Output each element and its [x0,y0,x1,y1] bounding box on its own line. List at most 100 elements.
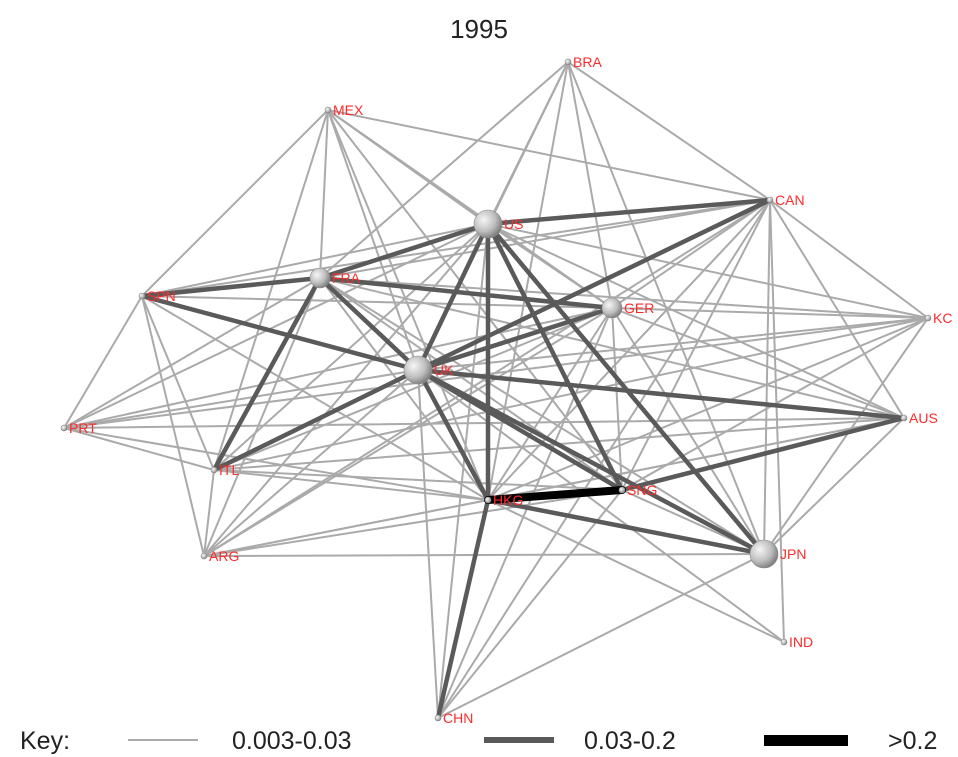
edge-fra-spn [139,275,323,299]
node-marker [618,486,626,494]
node-marker [210,466,218,474]
chart-title: 1995 [450,14,508,44]
edge-spn-uk [139,293,421,373]
node-marker [403,355,433,385]
edge-hkg-sng [484,486,626,504]
edge-hkg-ind [487,499,785,643]
node-marker [780,638,788,646]
node-label: SPN [147,288,176,304]
node-spn: SPN [138,288,176,304]
key-line-thick [764,735,848,746]
node-label: IND [789,634,813,650]
edge-itl-hkg [213,469,489,501]
edge-us-prt [63,223,489,429]
edge-mex-can [327,109,771,201]
edge-bra-can [567,61,771,201]
edge-aus-sng [619,415,907,493]
edge-kc-prt [63,317,929,429]
node-label: PRT [69,420,97,436]
edge-us-fra [317,221,491,281]
edge-mex-itl [213,109,329,471]
edge-hkg-jpn [485,497,767,557]
edge-us-kc [487,223,929,319]
node-label: BRA [573,54,602,70]
node-label: FRA [332,270,361,286]
node-us: US [473,209,523,239]
edge-mex-sng [327,109,623,491]
edge-spn-itl [141,295,215,471]
node-marker [60,424,68,432]
edge-chn-us [437,223,489,719]
edge-can-spn [141,199,771,297]
node-marker [484,496,492,504]
edge-kc-itl [213,317,929,471]
node-marker [324,106,332,114]
edge-sng-chn [437,489,623,719]
edge-ger-jpn [611,307,765,555]
key-label-thin: 0.003-0.03 [232,727,352,755]
edge-mex-fra [319,109,329,279]
key-line-thin [128,739,198,741]
edge-uk-hkg [415,367,491,503]
edge-can-jpn [763,199,771,555]
node-marker [138,292,146,300]
edge-ger-sng [611,307,623,491]
edge-itl-sng [213,469,623,491]
edge-can-us [485,197,773,227]
node-ger: GER [601,297,654,319]
edge-spn-hkg [141,295,489,501]
edge-us-aus [487,223,905,419]
edges-layer [63,61,929,721]
key-label-thick: >0.2 [888,727,938,755]
edge-hkg-arg [203,499,489,557]
edge-ger-aus [611,307,905,419]
node-marker [601,297,623,319]
node-uk: UK [403,355,454,385]
edge-us-ger [487,223,613,309]
node-label: AUS [909,410,938,426]
node-kc: KC [924,310,952,326]
node-label: KC [933,310,952,326]
node-label: US [504,216,523,232]
node-label: GER [624,300,654,316]
node-hkg: HKG [484,492,523,508]
edge-jpn-arg [203,553,765,557]
node-arg: ARG [200,548,239,564]
node-marker [900,414,908,422]
node-ind: IND [780,634,813,650]
node-itl: ITL [210,462,239,478]
node-label: UK [434,362,454,378]
edge-us-sng [485,221,625,493]
node-label: ARG [209,548,239,564]
node-can: CAN [766,192,805,208]
edge-spn-ger [141,295,613,309]
edge-can-kc [769,199,929,319]
node-chn: CHN [434,710,473,726]
edge-fra-prt [63,277,321,429]
edge-uk-chn [417,369,439,719]
node-marker [473,209,503,239]
edge-fra-arg [203,277,321,557]
edge-uk-itl [211,367,421,473]
edge-arg-sng [203,489,623,557]
node-label: CAN [775,192,805,208]
edge-prt-hkg [63,427,489,501]
edge-uk-jpn [415,367,767,557]
edge-uk-ind [417,369,785,643]
edge-us-spn [141,223,489,297]
key-line-medium [484,737,554,743]
edge-can-fra [319,199,771,279]
node-marker [749,539,779,569]
edge-ger-chn [437,307,613,719]
edge-fra-kc [319,277,929,319]
edge-ger-uk [415,305,615,373]
edge-bra-hkg [487,61,569,501]
edge-bra-ger [567,61,613,309]
key-title: Key: [20,727,71,755]
node-prt: PRT [60,420,97,436]
edge-ger-kc [611,307,929,319]
edge-us-itl [213,223,489,471]
node-bra: BRA [564,54,602,70]
edge-uk-prt [63,369,419,429]
